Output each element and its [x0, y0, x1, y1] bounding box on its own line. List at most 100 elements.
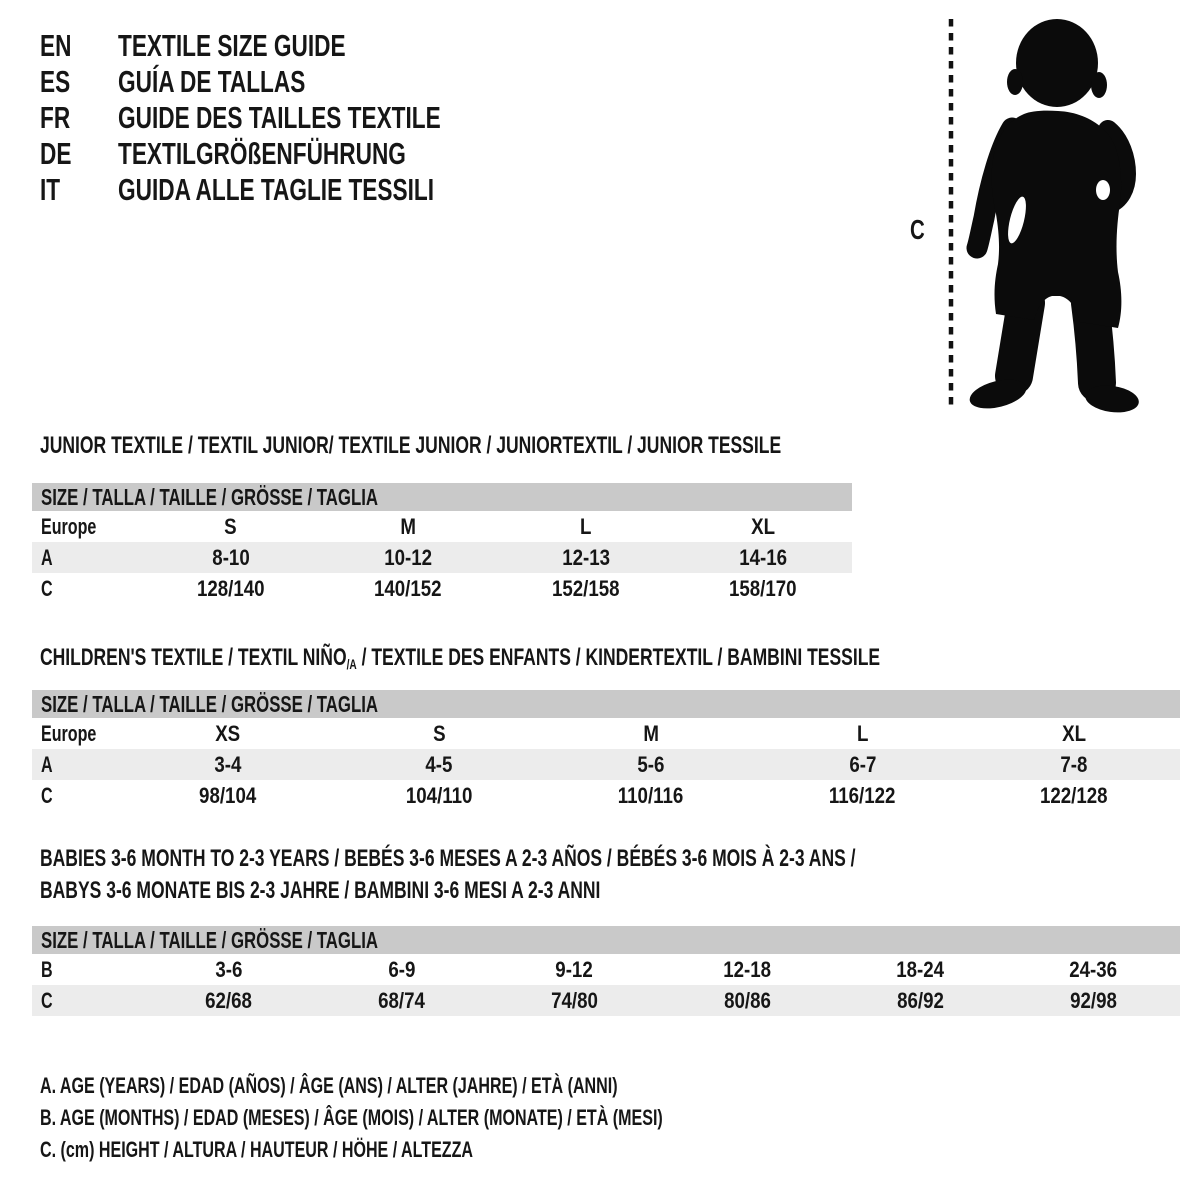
height-value: 98/104 — [199, 782, 257, 808]
age-value: 9-12 — [555, 956, 594, 982]
age-cell: 6-9 — [315, 957, 488, 983]
height-cell: 122/128 — [968, 783, 1180, 809]
babies-size-table: SIZE / TALLA / TAILLE / GRÖSSE / TAGLIA … — [32, 926, 1180, 1016]
height-cell: 116/122 — [757, 783, 969, 809]
size-cell: XL — [675, 514, 853, 540]
row-label-cell: C — [32, 783, 122, 809]
size-value: XL — [751, 513, 776, 539]
age-value: 24-36 — [1069, 956, 1118, 982]
age-value: 4-5 — [425, 751, 453, 777]
table-row-age-years: A 3-4 4-5 5-6 6-7 7-8 — [32, 749, 1180, 780]
height-value: 158/170 — [729, 575, 798, 601]
height-cell: 68/74 — [315, 988, 488, 1014]
age-value: 12-18 — [723, 956, 772, 982]
height-cell: 74/80 — [488, 988, 661, 1014]
height-value: 86/92 — [897, 987, 944, 1013]
guide-title-fr: GUIDE DES TAILLES TEXTILE — [118, 100, 441, 135]
height-value: 80/86 — [724, 987, 771, 1013]
row-label-cell: Europe — [32, 514, 142, 540]
size-value: S — [224, 513, 237, 539]
age-value: 12-13 — [561, 544, 610, 570]
legend-line-b: B. AGE (MONTHS) / EDAD (MESES) / ÂGE (MO… — [40, 1102, 893, 1134]
legend-line-c: C. (cm) HEIGHT / ALTURA / HAUTEUR / HÖHE… — [40, 1134, 893, 1166]
legend-text-a: A. AGE (YEARS) / EDAD (AÑOS) / ÂGE (ANS)… — [40, 1073, 618, 1098]
row-label: B — [41, 956, 53, 982]
toddler-silhouette-icon — [948, 19, 1139, 413]
row-label: Europe — [41, 513, 97, 539]
age-value: 8-10 — [212, 544, 250, 570]
size-value: XL — [1062, 720, 1087, 746]
row-label-cell: A — [32, 752, 122, 778]
row-label: C — [41, 575, 53, 601]
age-cell: 7-8 — [968, 752, 1180, 778]
age-cell: 12-13 — [497, 545, 675, 571]
language-row-fr: FR GUIDE DES TAILLES TEXTILE — [40, 100, 560, 136]
height-cell: 92/98 — [1007, 988, 1180, 1014]
row-label: Europe — [41, 720, 97, 746]
age-value: 3-4 — [214, 751, 242, 777]
age-cell: 24-36 — [1007, 957, 1180, 983]
junior-section-title: JUNIOR TEXTILE / TEXTIL JUNIOR/ TEXTILE … — [40, 432, 1055, 459]
age-value: 18-24 — [896, 956, 945, 982]
age-value: 5-6 — [637, 751, 665, 777]
guide-title-en: TEXTILE SIZE GUIDE — [118, 28, 346, 63]
size-cell: M — [320, 514, 498, 540]
height-cell: 158/170 — [675, 576, 853, 602]
age-cell: 8-10 — [142, 545, 320, 571]
legend-line-a: A. AGE (YEARS) / EDAD (AÑOS) / ÂGE (ANS)… — [40, 1070, 893, 1102]
height-value: 74/80 — [551, 987, 598, 1013]
height-value: 128/140 — [196, 575, 265, 601]
age-cell: 5-6 — [545, 752, 757, 778]
height-cell: 140/152 — [320, 576, 498, 602]
height-cell: 128/140 — [142, 576, 320, 602]
age-value: 7-8 — [1060, 751, 1088, 777]
legend-text-b: B. AGE (MONTHS) / EDAD (MESES) / ÂGE (MO… — [40, 1105, 663, 1130]
guide-title-de: TEXTILGRÖßENFÜHRUNG — [118, 136, 406, 171]
height-value: 92/98 — [1070, 987, 1117, 1013]
babies-section-title-line2: BABYS 3-6 MONATE BIS 2-3 JAHRE / BAMBINI… — [40, 877, 808, 904]
height-cell: 104/110 — [334, 783, 546, 809]
row-label-cell: A — [32, 545, 142, 571]
table-row-age-years: A 8-10 10-12 12-13 14-16 — [32, 542, 852, 573]
age-value: 3-6 — [214, 956, 243, 982]
age-cell: 10-12 — [320, 545, 498, 571]
size-value: M — [643, 720, 659, 746]
table-row-europe: Europe S M L XL — [32, 511, 852, 542]
language-row-de: DE TEXTILGRÖßENFÜHRUNG — [40, 136, 560, 172]
guide-title-it: GUIDA ALLE TAGLIE TESSILI — [118, 172, 434, 207]
title-part: CHILDREN'S TEXTILE / TEXTIL NIÑO — [40, 644, 347, 671]
height-cell: 86/92 — [834, 988, 1007, 1014]
junior-size-table: SIZE / TALLA / TAILLE / GRÖSSE / TAGLIA … — [32, 483, 852, 604]
children-section-title-text: CHILDREN'S TEXTILE / TEXTIL NIÑO/A / TEX… — [40, 644, 880, 674]
age-cell: 4-5 — [334, 752, 546, 778]
height-value: 110/116 — [618, 782, 684, 808]
row-label-cell: B — [32, 957, 142, 983]
row-label-cell: C — [32, 576, 142, 602]
height-cell: 110/116 — [545, 783, 757, 809]
language-title-block: EN TEXTILE SIZE GUIDE ES GUÍA DE TALLAS … — [40, 28, 560, 208]
title-subscript: /A — [346, 656, 357, 672]
height-cell: 80/86 — [661, 988, 834, 1014]
age-value: 6-9 — [387, 956, 416, 982]
age-cell: 18-24 — [834, 957, 1007, 983]
language-code: DE — [40, 136, 118, 172]
size-value: M — [400, 513, 417, 539]
height-value: 116/122 — [829, 782, 896, 808]
size-value: XS — [215, 720, 241, 746]
age-cell: 6-7 — [757, 752, 969, 778]
language-row-es: ES GUÍA DE TALLAS — [40, 64, 560, 100]
size-cell: L — [757, 721, 969, 747]
age-cell: 3-6 — [142, 957, 315, 983]
size-cell: M — [545, 721, 757, 747]
size-header-label: SIZE / TALLA / TAILLE / GRÖSSE / TAGLIA — [41, 483, 379, 510]
junior-table-header-bar: SIZE / TALLA / TAILLE / GRÖSSE / TAGLIA — [32, 483, 852, 511]
row-label: C — [41, 987, 53, 1013]
children-size-table: SIZE / TALLA / TAILLE / GRÖSSE / TAGLIA … — [32, 690, 1180, 811]
age-cell: 12-18 — [661, 957, 834, 983]
row-label: A — [41, 544, 53, 570]
age-value: 6-7 — [849, 751, 877, 777]
legend-text-c: C. (cm) HEIGHT / ALTURA / HAUTEUR / HÖHE… — [40, 1137, 474, 1162]
row-label-cell: Europe — [32, 721, 122, 747]
height-value: 122/128 — [1040, 782, 1108, 808]
